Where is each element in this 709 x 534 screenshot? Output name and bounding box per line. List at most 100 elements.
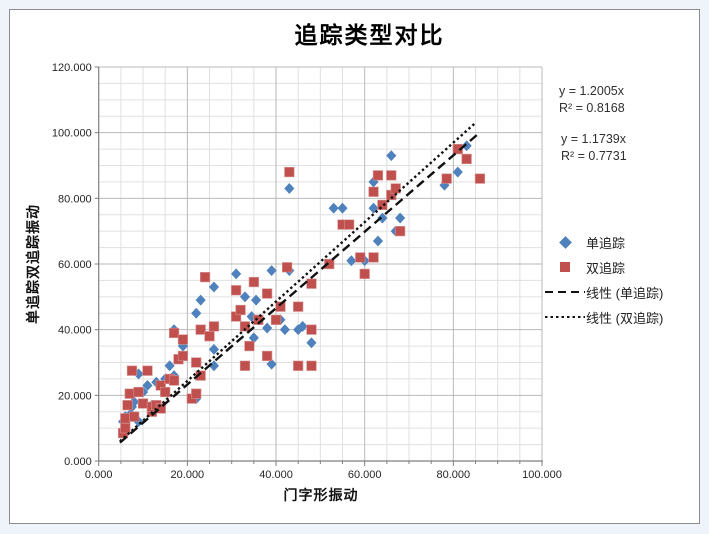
dashed-line-icon (544, 290, 586, 294)
data-point-diamond[interactable] (386, 150, 397, 162)
data-point-square[interactable] (306, 324, 317, 335)
trendline-1[interactable] (119, 133, 479, 444)
data-point-square[interactable] (160, 386, 171, 398)
data-point-square[interactable] (120, 413, 131, 424)
data-point-square[interactable] (122, 400, 133, 411)
y-tick-label: 80.000 (58, 193, 92, 205)
data-point-square[interactable] (461, 153, 472, 165)
data-point-square[interactable] (199, 272, 211, 283)
data-point-square[interactable] (129, 411, 140, 422)
data-point-square[interactable] (293, 360, 304, 371)
data-point-square[interactable] (231, 285, 242, 296)
data-point-diamond[interactable] (297, 320, 308, 332)
data-point-square[interactable] (133, 386, 144, 398)
data-point-diamond[interactable] (230, 268, 242, 280)
data-point-diamond[interactable] (395, 212, 406, 224)
data-point-square[interactable] (386, 170, 397, 181)
trendline-equation-2: y = 1.1739x R² = 0.7731 (561, 131, 627, 165)
y-tick-label: 60.000 (58, 259, 92, 271)
data-point-diamond[interactable] (279, 324, 291, 336)
data-point-square[interactable] (239, 360, 251, 371)
diamond-marker-icon (544, 235, 586, 249)
data-point-square[interactable] (395, 226, 406, 237)
legend-item-trendline2[interactable]: 线性 (双追踪) (544, 307, 700, 327)
data-point-diamond[interactable] (306, 337, 317, 349)
data-point-square[interactable] (324, 258, 335, 270)
data-point-square[interactable] (142, 365, 153, 376)
data-point-square[interactable] (270, 314, 282, 325)
data-point-square[interactable] (177, 334, 189, 345)
data-point-square[interactable] (244, 340, 255, 352)
data-point-diamond[interactable] (346, 255, 357, 267)
data-point-square[interactable] (191, 388, 202, 399)
data-point-square[interactable] (372, 170, 384, 181)
data-point-diamond[interactable] (250, 294, 262, 306)
data-point-square[interactable] (124, 388, 135, 399)
data-point-square[interactable] (208, 321, 220, 332)
y-tick-label: 120.000 (52, 62, 92, 74)
data-point-diamond[interactable] (266, 358, 277, 370)
y-axis-title: 单追踪双追踪振动 (25, 204, 41, 324)
data-point-square[interactable] (262, 350, 273, 362)
chart-canvas[interactable]: 0.000 20.000 40.000 60.000 80.000 100.000 0.00… (9, 9, 700, 524)
data-point-diamond[interactable] (208, 343, 220, 355)
y-tick-label: 0.000 (64, 456, 92, 468)
trendline-equation-1: y = 1.2005x R² = 0.8168 (559, 83, 625, 117)
data-point-diamond[interactable] (377, 212, 388, 224)
data-point-square[interactable] (377, 199, 388, 211)
data-point-diamond[interactable] (262, 322, 273, 334)
data-point-square[interactable] (168, 375, 180, 386)
data-point-diamond[interactable] (195, 294, 206, 306)
data-point-square[interactable] (195, 324, 206, 335)
data-point-square[interactable] (282, 262, 293, 273)
data-point-square[interactable] (204, 331, 215, 342)
data-point-square[interactable] (390, 183, 401, 194)
data-point-diamond[interactable] (191, 307, 202, 319)
data-point-diamond[interactable] (337, 202, 348, 214)
data-point-square[interactable] (275, 301, 286, 312)
data-point-diamond[interactable] (164, 360, 175, 372)
data-point-diamond[interactable] (452, 166, 463, 178)
data-point-square[interactable] (191, 357, 202, 368)
data-point-square[interactable] (284, 166, 295, 178)
data-point-square[interactable] (137, 398, 149, 409)
data-point-diamond[interactable] (328, 202, 339, 214)
data-point-square[interactable] (177, 350, 189, 362)
equation-2-r2: R² = 0.7731 (561, 149, 627, 163)
equation-1-r2: R² = 0.8168 (559, 101, 625, 115)
plot-area[interactable]: 0.000 20.000 40.000 60.000 80.000 100.000 0.00… (10, 10, 701, 525)
data-point-square[interactable] (368, 186, 379, 197)
data-point-diamond[interactable] (284, 182, 295, 195)
data-point-square[interactable] (355, 252, 366, 263)
legend-item-series1[interactable]: 单追踪 (544, 232, 700, 252)
data-point-square[interactable] (235, 304, 246, 316)
data-point-diamond[interactable] (208, 281, 220, 293)
legend-item-series2[interactable]: 双追踪 (544, 257, 700, 277)
data-point-square[interactable] (126, 365, 138, 376)
legend: 单追踪 双追踪 线性 (单追踪) 线性 (双追踪) (544, 232, 700, 327)
data-point-square[interactable] (262, 288, 273, 299)
data-point-square[interactable] (452, 143, 463, 155)
data-point-diamond[interactable] (142, 379, 153, 392)
data-point-diamond[interactable] (266, 264, 277, 277)
data-point-square[interactable] (120, 423, 131, 434)
trendline-2[interactable] (119, 121, 477, 443)
data-point-square[interactable] (293, 301, 304, 312)
data-point-square[interactable] (359, 268, 370, 279)
data-point-diamond[interactable] (372, 235, 384, 247)
data-point-square[interactable] (248, 276, 259, 288)
data-point-diamond[interactable] (239, 291, 251, 303)
data-point-square[interactable] (306, 360, 317, 371)
series-2 (117, 143, 486, 439)
data-point-square[interactable] (168, 327, 180, 339)
data-point-square[interactable] (474, 173, 486, 184)
data-point-square[interactable] (195, 370, 206, 381)
data-point-square[interactable] (368, 252, 379, 263)
data-point-square[interactable] (441, 173, 452, 184)
data-point-square[interactable] (306, 278, 317, 289)
data-point-square[interactable] (344, 219, 355, 230)
y-tick-label: 40.000 (58, 325, 92, 337)
equation-2-formula: y = 1.1739x (561, 132, 626, 146)
data-point-diamond[interactable] (461, 140, 472, 152)
legend-item-trendline1[interactable]: 线性 (单追踪) (544, 282, 700, 302)
